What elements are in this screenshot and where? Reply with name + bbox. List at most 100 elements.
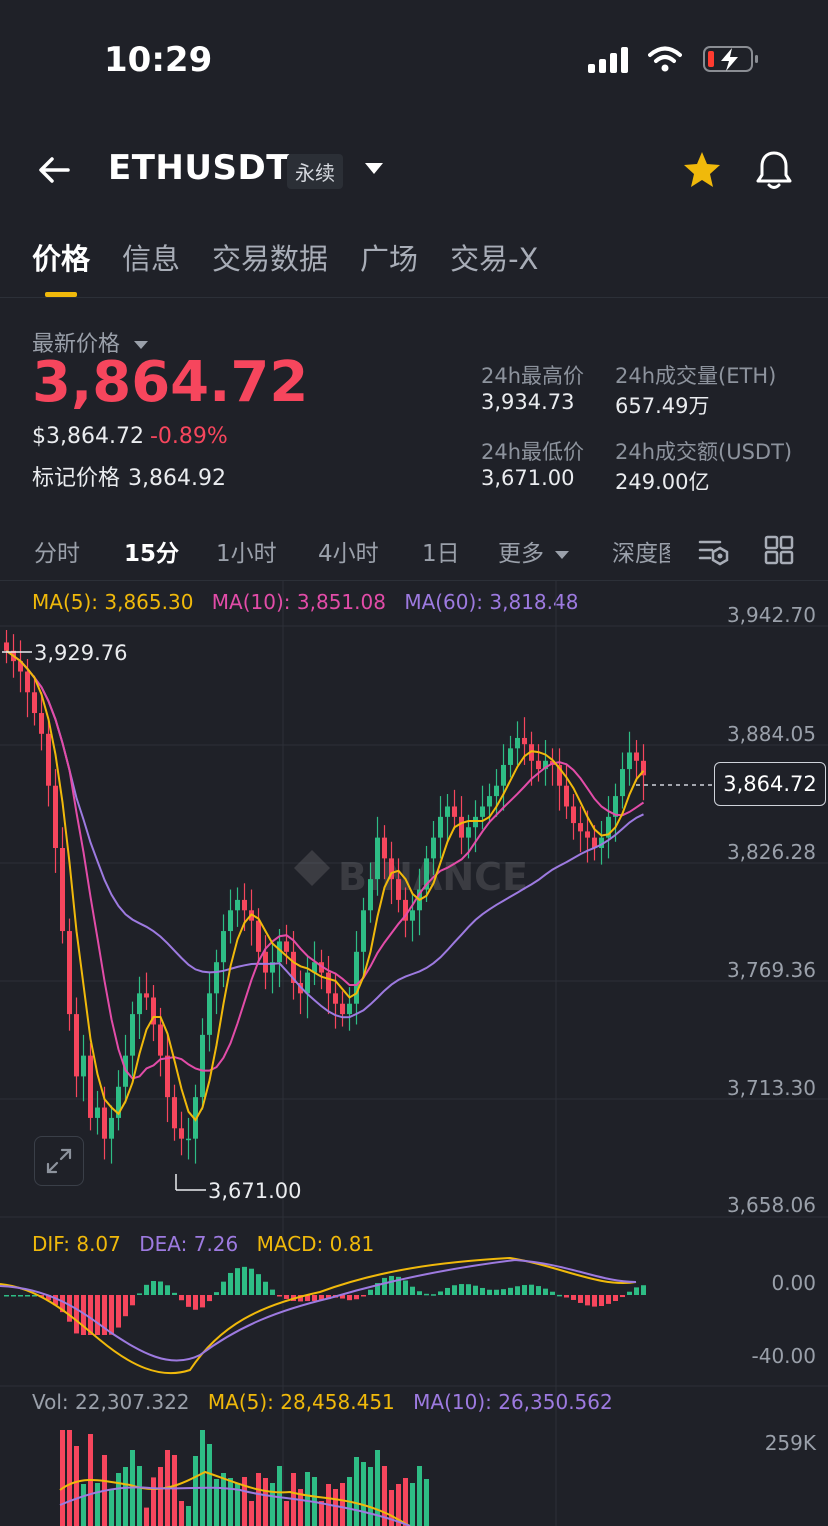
dea-line: [0, 1258, 637, 1362]
y-tick-3: 3,826.28: [726, 840, 816, 864]
ma-legend: MA(5): 3,865.30 MA(10): 3,851.08 MA(60):…: [32, 590, 578, 614]
macd-bar: [95, 1295, 100, 1335]
candle-body: [165, 1055, 170, 1098]
volume-bar: [340, 1483, 345, 1526]
macd-bar: [578, 1295, 583, 1303]
candle-body: [501, 764, 506, 786]
macd-bar: [340, 1295, 345, 1299]
volume-bar: [256, 1473, 261, 1526]
macd-bar: [564, 1295, 569, 1298]
high-marker-label: 3,929.76: [34, 641, 128, 665]
perpetual-tag: 永续: [287, 154, 343, 189]
ma5-legend: MA(5): 3,865.30: [32, 590, 194, 614]
interval-1d[interactable]: 1日: [422, 541, 460, 567]
candle-body: [151, 997, 156, 1025]
low-24h-value: 3,671.00: [481, 466, 575, 490]
macd-bar: [74, 1295, 79, 1334]
macd-bar: [508, 1287, 513, 1295]
symbol-title[interactable]: ETHUSDT: [108, 148, 290, 188]
macd-bar: [60, 1295, 65, 1313]
candle-body: [25, 671, 30, 693]
candle-body: [137, 993, 142, 1015]
ma5-line: [5, 649, 645, 1122]
candle-body: [46, 733, 51, 786]
macd-bar: [277, 1295, 282, 1297]
ma60-line: [5, 649, 644, 1019]
macd-bar: [151, 1280, 156, 1295]
macd-bar: [32, 1295, 37, 1297]
macd-bar: [88, 1295, 93, 1335]
symbol-dropdown-icon[interactable]: [364, 162, 384, 176]
candle-body: [74, 1014, 79, 1077]
interval-depth[interactable]: 深度图: [612, 541, 670, 567]
y-tick-5: 3,713.30: [726, 1076, 816, 1100]
macd-bar: [487, 1289, 492, 1295]
macd-bar: [438, 1291, 443, 1295]
macd-bar: [102, 1295, 107, 1335]
candle-body: [130, 1014, 135, 1056]
candle-body: [543, 760, 548, 770]
macd-bar: [46, 1295, 51, 1301]
volume-bar: [368, 1467, 373, 1526]
layout-grid-icon[interactable]: [764, 535, 794, 565]
volume-bar: [403, 1478, 408, 1526]
tab-price[interactable]: 价格: [32, 242, 91, 276]
volume-bar: [410, 1483, 415, 1526]
volume-bar: [116, 1473, 121, 1526]
dea-value: DEA: 7.26: [139, 1232, 239, 1256]
candle-body: [263, 951, 268, 973]
candle-body: [578, 823, 583, 832]
macd-bar: [599, 1295, 604, 1306]
macd-bar: [109, 1295, 114, 1335]
candle-body: [277, 941, 282, 963]
notification-bell-icon[interactable]: [752, 148, 796, 192]
latest-price-label[interactable]: 最新价格: [32, 326, 149, 358]
usd-price-line: $3,864.72 -0.89%: [32, 424, 228, 449]
macd-bar: [18, 1295, 23, 1297]
fullscreen-button[interactable]: [34, 1136, 84, 1186]
kline-chart[interactable]: BINANCE: [0, 580, 828, 1526]
high-24h-label: 24h最高价: [481, 364, 585, 388]
macd-bar: [606, 1295, 611, 1304]
candle-body: [270, 962, 275, 973]
tab-trade-x[interactable]: 交易-X: [450, 242, 539, 276]
vol-ma10-value: MA(10): 26,350.562: [413, 1390, 613, 1414]
tabs-divider: [0, 297, 828, 298]
macd-bar: [550, 1291, 555, 1295]
tab-square[interactable]: 广场: [360, 242, 419, 276]
interval-15m[interactable]: 15分: [124, 541, 180, 567]
candle-body: [410, 910, 415, 921]
candle-body: [347, 1003, 352, 1015]
tab-info[interactable]: 信息: [122, 242, 181, 276]
interval-1h[interactable]: 1小时: [216, 541, 277, 567]
back-arrow-icon[interactable]: [34, 150, 74, 190]
tab-trading-data[interactable]: 交易数据: [212, 242, 329, 276]
y-tick-6: 3,658.06: [726, 1193, 816, 1217]
favorite-star-icon[interactable]: [680, 148, 724, 192]
macd-bar: [298, 1295, 303, 1302]
macd-bar: [165, 1285, 170, 1295]
vol-eth-value: 657.49万: [615, 394, 710, 418]
candle-body: [158, 1024, 163, 1056]
chart-top-divider: [0, 580, 828, 581]
candle-body: [557, 764, 562, 786]
macd-bar: [172, 1292, 177, 1295]
volume-bar: [158, 1467, 163, 1526]
volume-bar: [123, 1467, 128, 1526]
indicator-settings-icon[interactable]: [698, 536, 730, 566]
candle-body: [634, 752, 639, 761]
macd-bar: [536, 1286, 541, 1295]
macd-bar: [592, 1295, 597, 1307]
interval-4h[interactable]: 4小时: [318, 541, 379, 567]
macd-bar: [466, 1284, 471, 1295]
macd-legend: DIF: 8.07 DEA: 7.26 MACD: 0.81: [32, 1232, 374, 1256]
volume-bar: [81, 1484, 86, 1526]
interval-more[interactable]: 更多: [498, 534, 612, 568]
volume-bar: [305, 1472, 310, 1526]
macd-bar: [543, 1288, 548, 1295]
candle-body: [466, 827, 471, 838]
volume-bar: [270, 1483, 275, 1526]
macd-bar: [375, 1283, 380, 1295]
macd-bar: [529, 1284, 534, 1295]
interval-line[interactable]: 分时: [34, 541, 80, 567]
